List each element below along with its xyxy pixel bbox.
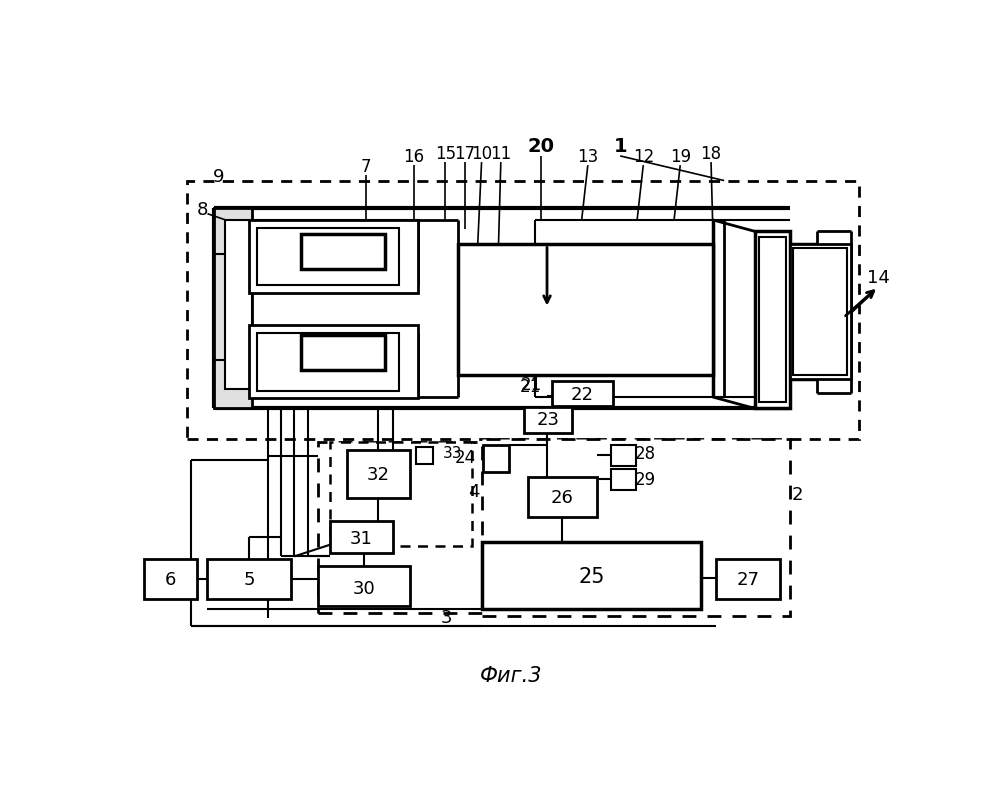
Bar: [611, 469, 635, 490]
Text: 26: 26: [551, 489, 573, 507]
Bar: [301, 336, 386, 370]
Text: 30: 30: [353, 579, 376, 597]
Text: 1: 1: [613, 138, 627, 156]
Text: 20: 20: [527, 138, 554, 156]
Text: 8: 8: [197, 200, 209, 219]
Text: 12: 12: [632, 149, 654, 167]
Text: 31: 31: [350, 530, 373, 548]
Text: 11: 11: [491, 145, 511, 163]
Bar: [144, 559, 197, 599]
Text: 17: 17: [455, 145, 476, 163]
Bar: [482, 542, 701, 609]
Bar: [257, 227, 400, 285]
Text: 33: 33: [444, 446, 463, 461]
Text: 25: 25: [578, 567, 605, 587]
Bar: [482, 439, 789, 615]
Text: 9: 9: [213, 168, 224, 186]
Bar: [484, 446, 509, 472]
Text: 24: 24: [455, 449, 476, 467]
Text: 22: 22: [571, 386, 594, 404]
Text: 16: 16: [404, 149, 425, 167]
Bar: [347, 450, 410, 498]
Text: 10: 10: [471, 145, 493, 163]
Text: Фиг.3: Фиг.3: [481, 666, 542, 685]
Bar: [459, 244, 712, 376]
Bar: [301, 336, 386, 370]
Bar: [214, 208, 252, 409]
Bar: [301, 234, 386, 269]
Bar: [318, 567, 410, 606]
Text: 7: 7: [361, 159, 372, 177]
Bar: [523, 407, 571, 433]
Text: 21: 21: [520, 376, 541, 394]
Bar: [249, 325, 419, 399]
Bar: [755, 231, 789, 409]
Text: 27: 27: [736, 571, 759, 590]
Bar: [225, 220, 252, 389]
Bar: [188, 181, 859, 439]
Text: 29: 29: [634, 471, 655, 489]
Text: 28: 28: [634, 445, 655, 463]
Bar: [759, 237, 786, 402]
Text: 2: 2: [791, 486, 803, 504]
Bar: [330, 521, 393, 553]
Bar: [318, 443, 487, 613]
Text: 13: 13: [577, 149, 598, 167]
Text: 21: 21: [519, 378, 540, 396]
Text: 6: 6: [165, 571, 176, 590]
Bar: [789, 244, 851, 379]
Bar: [330, 443, 473, 546]
Text: 5: 5: [244, 571, 255, 590]
Text: 19: 19: [669, 149, 690, 167]
Bar: [716, 559, 779, 599]
Text: 23: 23: [536, 411, 559, 429]
Bar: [249, 220, 419, 293]
Text: 4: 4: [469, 483, 480, 501]
Bar: [257, 333, 400, 391]
Bar: [301, 234, 386, 269]
Text: 15: 15: [435, 145, 456, 163]
Bar: [207, 559, 292, 599]
Bar: [527, 477, 597, 517]
Bar: [551, 380, 613, 406]
Text: 3: 3: [442, 609, 453, 627]
Bar: [793, 248, 847, 376]
Bar: [611, 446, 635, 466]
Bar: [417, 447, 433, 464]
Text: 14: 14: [866, 269, 889, 287]
Text: 32: 32: [367, 466, 390, 484]
Text: 18: 18: [700, 145, 721, 163]
